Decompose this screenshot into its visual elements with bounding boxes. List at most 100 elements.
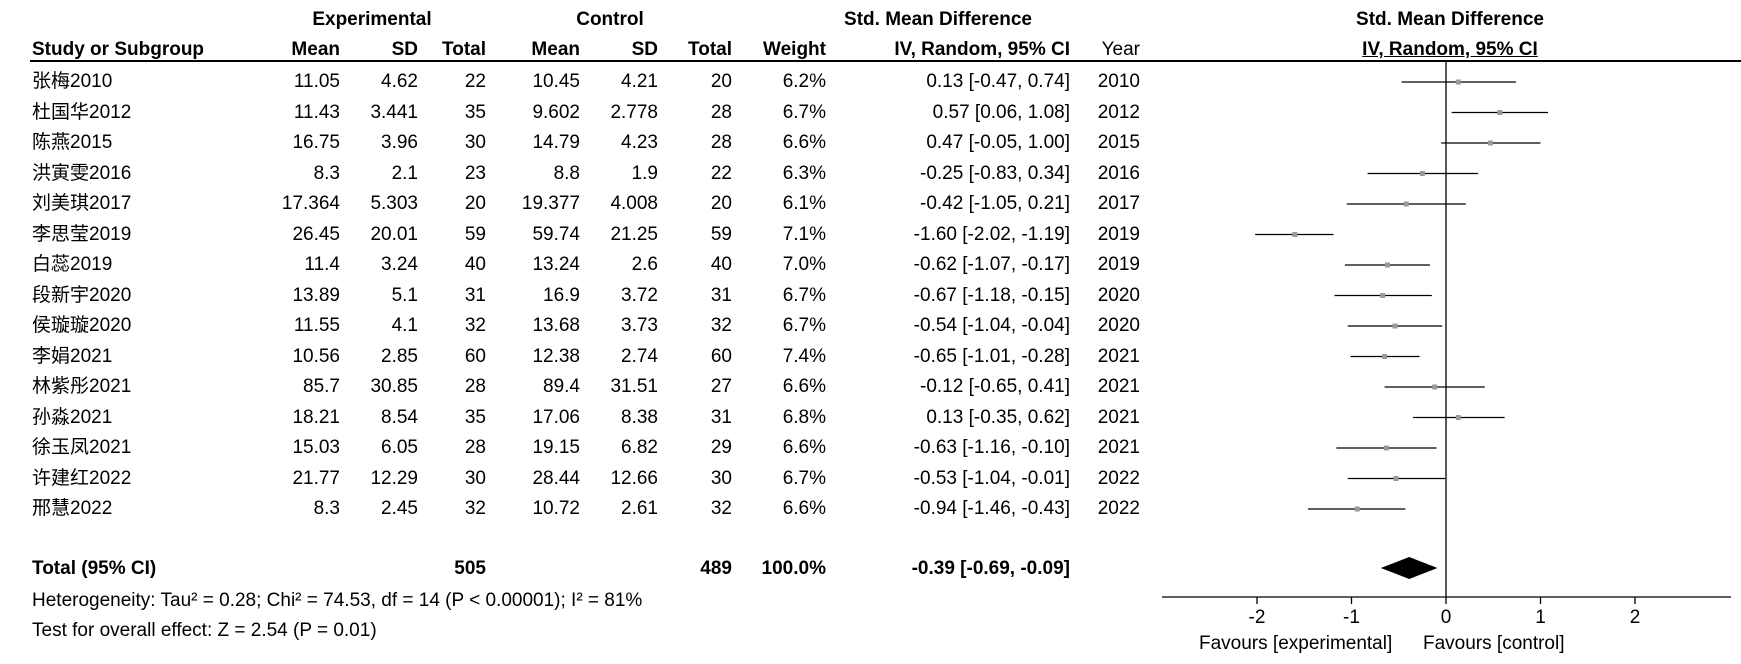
study-name: 林紫彤2021 <box>32 376 132 397</box>
mean-control: 9.602 <box>532 101 580 123</box>
weight: 7.0% <box>782 254 826 275</box>
year: 2021 <box>1097 406 1140 428</box>
total-experimental: 28 <box>464 376 486 397</box>
effect-ci: -0.62 [-1.07, -0.17] <box>913 254 1070 275</box>
weight: 6.6% <box>782 132 826 153</box>
x-tick-label: -2 <box>1249 607 1266 628</box>
total-effect: -0.39 [-0.69, -0.09] <box>911 558 1070 579</box>
mean-experimental: 16.75 <box>292 132 340 153</box>
effect-ci: -0.67 [-1.18, -0.15] <box>913 284 1070 306</box>
col-header-mean-e: Mean <box>291 39 340 60</box>
pooled-diamond <box>1380 557 1438 579</box>
mean-control: 89.4 <box>543 376 580 397</box>
plot-title: Std. Mean Difference <box>1356 9 1544 30</box>
weight: 6.6% <box>782 376 826 397</box>
weight: 7.4% <box>782 345 826 367</box>
mean-control: 16.9 <box>543 284 580 306</box>
total-experimental: 32 <box>464 498 486 519</box>
mean-control: 13.68 <box>532 315 580 336</box>
study-name: 刘美琪2017 <box>32 193 132 214</box>
mean-experimental: 21.77 <box>292 467 340 489</box>
favours-experimental-label: Favours [experimental] <box>1199 633 1393 654</box>
x-tick-label: 1 <box>1535 607 1546 628</box>
year: 2020 <box>1097 284 1140 306</box>
effect-ci: 0.57 [0.06, 1.08] <box>932 101 1070 123</box>
year: 2016 <box>1097 162 1140 184</box>
total-control: 22 <box>710 162 732 184</box>
effect-header: Std. Mean Difference <box>844 9 1032 30</box>
weight: 6.7% <box>782 284 826 306</box>
sd-experimental: 3.96 <box>381 132 418 153</box>
sd-experimental: 30.85 <box>370 376 418 397</box>
year: 2019 <box>1097 254 1140 275</box>
total-experimental: 59 <box>464 223 486 245</box>
sd-experimental: 12.29 <box>370 467 418 489</box>
sd-experimental: 8.54 <box>381 406 418 428</box>
total-control: 31 <box>710 406 732 428</box>
mean-experimental: 18.21 <box>292 406 340 428</box>
total-experimental: 23 <box>464 162 486 184</box>
group-experimental-header: Experimental <box>312 9 432 30</box>
x-tick-label: 2 <box>1630 607 1641 628</box>
total-control: 60 <box>710 345 732 367</box>
col-header-total-c: Total <box>688 39 732 60</box>
effect-marker <box>1380 293 1386 298</box>
sd-experimental: 3.24 <box>381 254 418 275</box>
study-name: 徐玉凤2021 <box>32 437 132 458</box>
col-header-total-e: Total <box>442 39 486 60</box>
total-experimental: 31 <box>464 284 486 306</box>
sd-experimental: 2.45 <box>381 498 418 519</box>
effect-ci: -0.12 [-0.65, 0.41] <box>920 376 1070 397</box>
effect-marker <box>1419 171 1425 176</box>
sd-experimental: 5.1 <box>391 284 418 306</box>
mean-experimental: 8.3 <box>313 498 340 519</box>
effect-marker <box>1455 79 1461 85</box>
total-experimental: 35 <box>464 101 486 123</box>
weight: 6.7% <box>782 315 826 336</box>
mean-experimental: 8.3 <box>313 162 340 184</box>
sd-control: 12.66 <box>610 467 658 489</box>
total-control: 28 <box>710 101 732 123</box>
plot-subtitle: IV, Random, 95% CI <box>1362 39 1538 60</box>
sd-experimental: 2.85 <box>381 345 418 367</box>
sd-control: 2.74 <box>621 345 658 367</box>
effect-marker <box>1497 110 1503 115</box>
col-header-year: Year <box>1101 39 1140 60</box>
total-control: 32 <box>710 315 732 336</box>
sd-control: 21.25 <box>610 223 658 245</box>
study-name: 许建红2022 <box>32 467 132 489</box>
mean-experimental: 10.56 <box>292 345 340 367</box>
total-label: Total (95% CI) <box>32 558 157 579</box>
total-control: 32 <box>710 498 732 519</box>
weight: 7.1% <box>782 223 826 245</box>
weight: 6.2% <box>782 71 826 92</box>
year: 2012 <box>1097 101 1140 123</box>
sd-experimental: 2.1 <box>391 162 418 184</box>
mean-experimental: 13.89 <box>292 284 340 306</box>
sd-experimental: 20.01 <box>370 223 418 245</box>
total-experimental: 505 <box>454 558 486 579</box>
total-experimental: 32 <box>464 315 486 336</box>
year: 2019 <box>1097 223 1140 245</box>
study-name: 李娟2021 <box>32 345 113 367</box>
year: 2022 <box>1097 467 1140 489</box>
total-control: 28 <box>710 132 732 153</box>
study-name: 李思莹2019 <box>32 223 132 245</box>
sd-control: 4.23 <box>621 132 658 153</box>
mean-control: 10.72 <box>532 498 580 519</box>
year: 2021 <box>1097 345 1140 367</box>
sd-control: 4.008 <box>610 193 658 214</box>
effect-ci: -0.63 [-1.16, -0.10] <box>913 437 1070 458</box>
study-name: 白蕊2019 <box>32 254 113 275</box>
year: 2022 <box>1097 498 1140 519</box>
weight: 6.8% <box>782 406 826 428</box>
total-control: 29 <box>710 437 732 458</box>
weight: 6.7% <box>782 467 826 489</box>
sd-control: 6.82 <box>621 437 658 458</box>
effect-marker <box>1382 354 1388 359</box>
total-experimental: 35 <box>464 406 486 428</box>
total-weight: 100.0% <box>761 558 826 579</box>
total-experimental: 30 <box>464 467 486 489</box>
effect-marker <box>1487 140 1493 146</box>
effect-ci: 0.13 [-0.47, 0.74] <box>926 71 1070 92</box>
